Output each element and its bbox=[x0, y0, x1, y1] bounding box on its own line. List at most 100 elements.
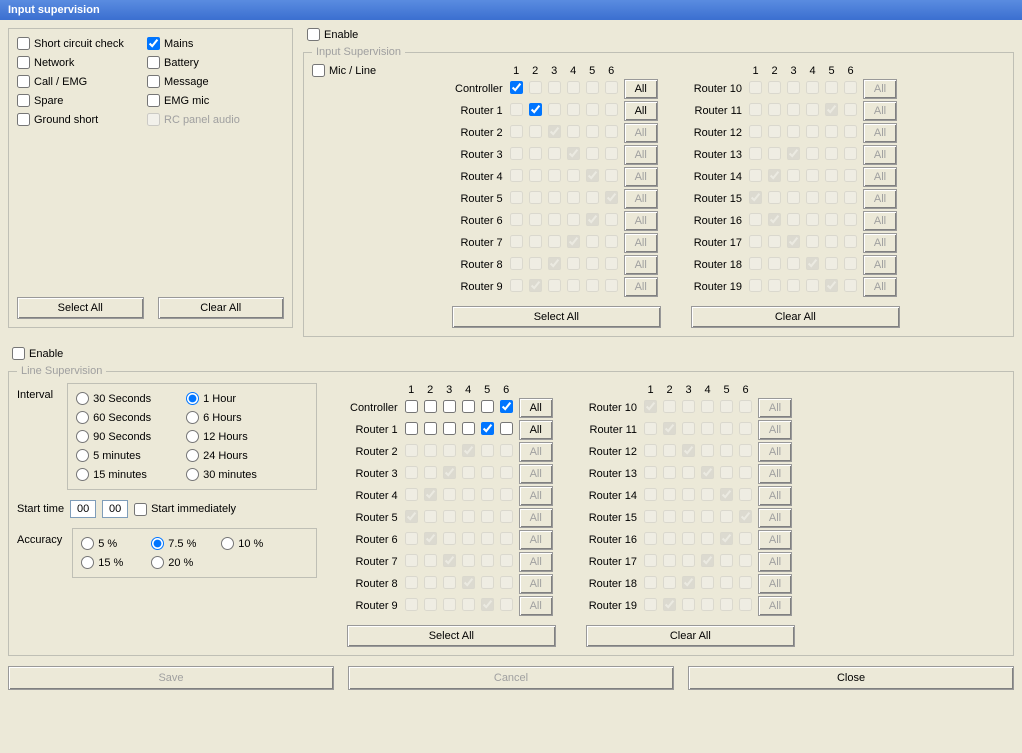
interval-24-hours[interactable]: 24 Hours bbox=[186, 449, 286, 462]
interval-30-seconds[interactable]: 30 Seconds bbox=[76, 392, 186, 405]
mic-line-checkbox[interactable]: Mic / Line bbox=[312, 64, 376, 77]
ls-right-all-button-2[interactable]: All bbox=[758, 442, 792, 462]
interval-30-minutes[interactable]: 30 minutes bbox=[186, 468, 286, 481]
ls-right-all-button-4[interactable]: All bbox=[758, 486, 792, 506]
start-immediately-checkbox[interactable]: Start immediately bbox=[134, 503, 236, 516]
ls-left-all-button-4[interactable]: All bbox=[519, 486, 553, 506]
line-enable-checkbox[interactable]: Enable bbox=[12, 347, 63, 360]
is-left-all-button-1[interactable]: All bbox=[624, 101, 658, 121]
is-left-all-button-9[interactable]: All bbox=[624, 277, 658, 297]
ls-right-all-button-5[interactable]: All bbox=[758, 508, 792, 528]
ls-left-cb-0-4[interactable] bbox=[481, 400, 494, 413]
interval-5-minutes[interactable]: 5 minutes bbox=[76, 449, 186, 462]
option-network[interactable]: Network bbox=[17, 56, 147, 69]
interval-1-hour[interactable]: 1 Hour bbox=[186, 392, 286, 405]
is-right-cb-1-0 bbox=[749, 103, 762, 116]
ls-left-cb-0-1[interactable] bbox=[424, 400, 437, 413]
is-right-all-button-7[interactable]: All bbox=[863, 233, 897, 253]
option-emg-mic[interactable]: EMG mic bbox=[147, 94, 277, 107]
input-enable-checkbox[interactable]: Enable bbox=[307, 28, 358, 41]
ls-left-cb-0-5[interactable] bbox=[500, 400, 513, 413]
interval-15-minutes[interactable]: 15 minutes bbox=[76, 468, 186, 481]
options-clear-all-button[interactable]: Clear All bbox=[158, 297, 285, 319]
option-battery[interactable]: Battery bbox=[147, 56, 277, 69]
option-short-circuit-check[interactable]: Short circuit check bbox=[17, 37, 147, 50]
is-left-all-button-0[interactable]: All bbox=[624, 79, 658, 99]
ls-left-cb-0-3[interactable] bbox=[462, 400, 475, 413]
input-clear-all-button[interactable]: Clear All bbox=[691, 306, 900, 328]
ls-left-all-button-9[interactable]: All bbox=[519, 596, 553, 616]
is-right-all-button-8[interactable]: All bbox=[863, 255, 897, 275]
is-right-all-button-0[interactable]: All bbox=[863, 79, 897, 99]
cancel-button[interactable]: Cancel bbox=[348, 666, 674, 690]
ls-left-cb-1-5[interactable] bbox=[500, 422, 513, 435]
is-right-cb-1-1 bbox=[768, 103, 781, 116]
line-select-all-button[interactable]: Select All bbox=[347, 625, 556, 647]
is-left-all-button-4[interactable]: All bbox=[624, 167, 658, 187]
ls-left-cb-0-2[interactable] bbox=[443, 400, 456, 413]
is-right-all-button-4[interactable]: All bbox=[863, 167, 897, 187]
is-left-all-button-6[interactable]: All bbox=[624, 211, 658, 231]
interval-12-hours[interactable]: 12 Hours bbox=[186, 430, 286, 443]
ls-left-all-button-5[interactable]: All bbox=[519, 508, 553, 528]
ls-left-cb-5-4 bbox=[481, 510, 494, 523]
is-left-cb-0-0[interactable] bbox=[510, 81, 523, 94]
line-clear-all-button[interactable]: Clear All bbox=[586, 625, 795, 647]
option-message[interactable]: Message bbox=[147, 75, 277, 88]
ls-left-cb-1-1[interactable] bbox=[424, 422, 437, 435]
ls-left-all-button-7[interactable]: All bbox=[519, 552, 553, 572]
is-right-all-button-6[interactable]: All bbox=[863, 211, 897, 231]
ls-right-cb-1-2 bbox=[682, 422, 695, 435]
accuracy-15[interactable]: 15 % bbox=[81, 556, 151, 569]
is-left-all-button-7[interactable]: All bbox=[624, 233, 658, 253]
ls-left-cb-1-2[interactable] bbox=[443, 422, 456, 435]
accuracy-7.5[interactable]: 7.5 % bbox=[151, 537, 221, 550]
is-right-all-button-2[interactable]: All bbox=[863, 123, 897, 143]
accuracy-10[interactable]: 10 % bbox=[221, 537, 291, 550]
ls-left-all-button-1[interactable]: All bbox=[519, 420, 553, 440]
is-left-all-button-3[interactable]: All bbox=[624, 145, 658, 165]
option-mains[interactable]: Mains bbox=[147, 37, 277, 50]
options-select-all-button[interactable]: Select All bbox=[17, 297, 144, 319]
ls-left-all-button-6[interactable]: All bbox=[519, 530, 553, 550]
option-call-emg[interactable]: Call / EMG bbox=[17, 75, 147, 88]
ls-left-cb-0-0[interactable] bbox=[405, 400, 418, 413]
is-left-cb-2-5 bbox=[605, 125, 618, 138]
interval-90-seconds[interactable]: 90 Seconds bbox=[76, 430, 186, 443]
ls-right-all-button-1[interactable]: All bbox=[758, 420, 792, 440]
start-hour-input[interactable] bbox=[70, 500, 96, 518]
ls-right-all-button-3[interactable]: All bbox=[758, 464, 792, 484]
ls-right-all-button-6[interactable]: All bbox=[758, 530, 792, 550]
ls-right-cb-8-3 bbox=[701, 576, 714, 589]
is-left-all-button-5[interactable]: All bbox=[624, 189, 658, 209]
save-button[interactable]: Save bbox=[8, 666, 334, 690]
accuracy-5[interactable]: 5 % bbox=[81, 537, 151, 550]
ls-right-all-button-9[interactable]: All bbox=[758, 596, 792, 616]
is-right-all-button-1[interactable]: All bbox=[863, 101, 897, 121]
ls-right-all-button-8[interactable]: All bbox=[758, 574, 792, 594]
is-left-cb-1-1[interactable] bbox=[529, 103, 542, 116]
is-left-all-button-2[interactable]: All bbox=[624, 123, 658, 143]
ls-left-all-button-0[interactable]: All bbox=[519, 398, 553, 418]
ls-left-cb-1-4[interactable] bbox=[481, 422, 494, 435]
interval-6-hours[interactable]: 6 Hours bbox=[186, 411, 286, 424]
start-minute-input[interactable] bbox=[102, 500, 128, 518]
ls-left-all-button-8[interactable]: All bbox=[519, 574, 553, 594]
is-right-cb-2-4 bbox=[825, 125, 838, 138]
ls-left-all-button-3[interactable]: All bbox=[519, 464, 553, 484]
ls-left-all-button-2[interactable]: All bbox=[519, 442, 553, 462]
accuracy-20[interactable]: 20 % bbox=[151, 556, 221, 569]
is-right-all-button-3[interactable]: All bbox=[863, 145, 897, 165]
ls-left-cb-1-0[interactable] bbox=[405, 422, 418, 435]
is-right-all-button-9[interactable]: All bbox=[863, 277, 897, 297]
close-button[interactable]: Close bbox=[688, 666, 1014, 690]
option-spare[interactable]: Spare bbox=[17, 94, 147, 107]
option-ground-short[interactable]: Ground short bbox=[17, 113, 147, 126]
ls-right-all-button-7[interactable]: All bbox=[758, 552, 792, 572]
input-select-all-button[interactable]: Select All bbox=[452, 306, 661, 328]
is-left-all-button-8[interactable]: All bbox=[624, 255, 658, 275]
is-right-all-button-5[interactable]: All bbox=[863, 189, 897, 209]
ls-left-cb-1-3[interactable] bbox=[462, 422, 475, 435]
interval-60-seconds[interactable]: 60 Seconds bbox=[76, 411, 186, 424]
ls-right-all-button-0[interactable]: All bbox=[758, 398, 792, 418]
